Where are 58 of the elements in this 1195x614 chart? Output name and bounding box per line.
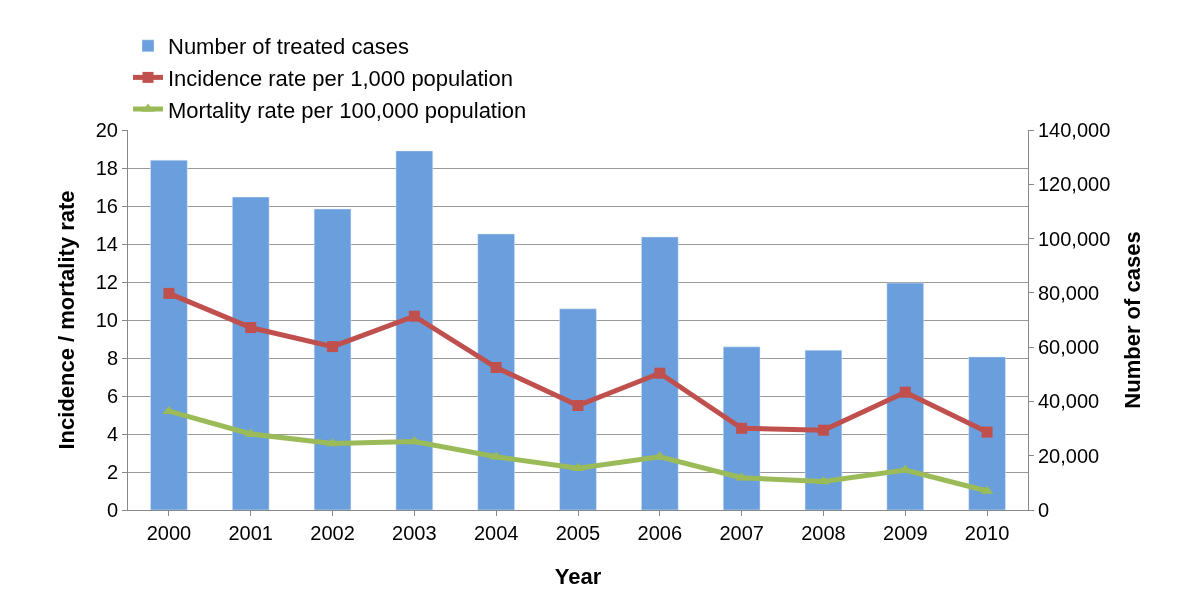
y-tick-label: 12 <box>95 271 118 293</box>
legend-label: Mortality rate per 100,000 population <box>168 97 527 123</box>
x-tick-label: 2010 <box>964 522 1010 544</box>
y2-tick-label: 120,000 <box>1038 173 1111 196</box>
point <box>899 386 911 398</box>
x-tick-label: 2001 <box>228 522 273 544</box>
point <box>327 341 339 353</box>
x-tick-label: 2002 <box>310 522 355 544</box>
y2-tick-label: 20,000 <box>1038 444 1100 467</box>
x-tick-label: 2007 <box>719 522 764 544</box>
x-tick-label: 2008 <box>801 522 846 544</box>
x-tick-label: 2004 <box>473 522 519 544</box>
bar <box>477 233 515 510</box>
y-tick-label: 8 <box>106 347 118 369</box>
y-tick-label: 20 <box>95 119 118 141</box>
bar <box>395 150 434 510</box>
x-tick-label: 2000 <box>146 522 192 544</box>
y2-tick-label: 100,000 <box>1038 227 1111 250</box>
y2-tick-label: 80,000 <box>1038 281 1100 304</box>
y-tick-label: 2 <box>106 461 118 483</box>
bar <box>968 356 1006 510</box>
y2-tick-label: 140,000 <box>1038 119 1111 141</box>
point <box>817 424 829 436</box>
y-tick-label: 10 <box>95 309 118 331</box>
point <box>245 322 257 334</box>
y-tick-label: 0 <box>106 499 118 521</box>
point <box>408 310 420 322</box>
x-tick-label: 2003 <box>392 522 437 544</box>
y-tick-label: 6 <box>106 385 118 407</box>
y-tick-label: 14 <box>95 233 118 255</box>
point <box>572 400 584 411</box>
x-tick-label: 2009 <box>883 522 928 544</box>
y-tick-label: 18 <box>95 157 118 179</box>
bar <box>722 346 761 510</box>
y-axis-title: Incidence / mortality rate <box>53 190 79 450</box>
legend-label: Incidence rate per 1,000 population <box>168 65 513 91</box>
bar <box>559 308 597 510</box>
bar <box>804 349 843 510</box>
x-axis-title: Year <box>554 563 602 589</box>
point <box>736 422 748 434</box>
point <box>490 362 502 373</box>
bar <box>232 196 270 510</box>
y2-tick-label: 0 <box>1038 499 1050 521</box>
legend-label: Number of treated cases <box>168 34 409 60</box>
x-tick-label: 2005 <box>555 522 601 544</box>
y2-tick-label: 60,000 <box>1038 336 1100 359</box>
bar <box>313 208 352 510</box>
bar <box>886 282 924 510</box>
y2-tick-label: 40,000 <box>1038 390 1100 413</box>
point <box>981 426 993 438</box>
y2-axis-title: Number of cases <box>1120 231 1146 409</box>
point <box>163 287 175 299</box>
x-tick-label: 2006 <box>637 522 683 544</box>
y-tick-label: 4 <box>106 423 118 445</box>
y-tick-label: 16 <box>95 195 118 217</box>
bar <box>150 159 188 510</box>
point <box>654 367 666 379</box>
bar <box>641 236 679 510</box>
